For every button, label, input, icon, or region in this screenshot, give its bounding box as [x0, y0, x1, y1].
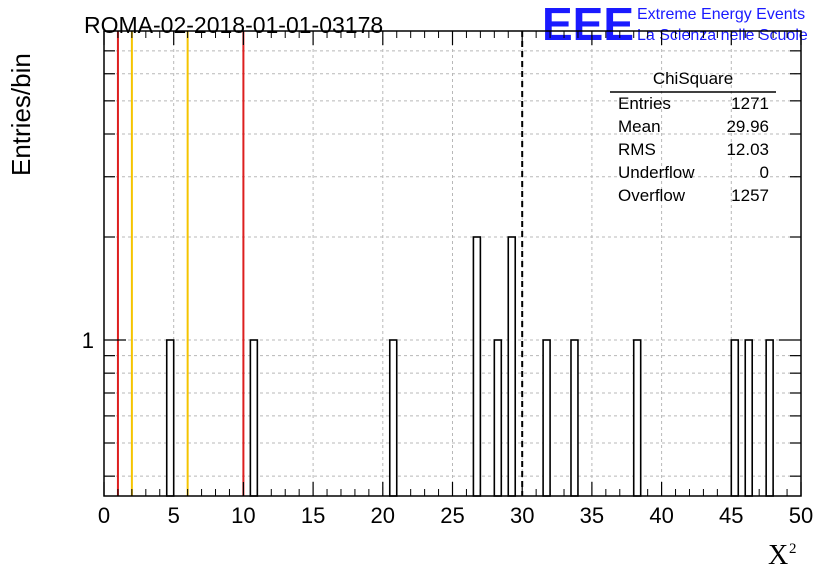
histogram-bar: [765, 339, 774, 497]
x-tick-label: 40: [649, 503, 673, 528]
stats-row-label: Underflow: [618, 163, 695, 182]
x-axis-label-superscript: 2: [789, 541, 797, 557]
axis-ticks: 0 5 10 15 20 25 30 35 40 45 50 1: [82, 30, 813, 528]
x-axis-label-main: X: [768, 540, 788, 571]
histogram-bars: [165, 236, 774, 497]
grid: [104, 31, 801, 496]
histogram-bar: [472, 236, 482, 497]
histogram-bar: [507, 236, 517, 497]
x-tick-label: 20: [371, 503, 395, 528]
x-tick-label: 5: [168, 503, 180, 528]
stats-row-label: Mean: [618, 117, 661, 136]
logo-line-2: La Scienza nelle Scuole: [637, 27, 808, 44]
stats-row-label: RMS: [618, 140, 656, 159]
histogram-bar: [249, 339, 259, 497]
x-tick-label: 35: [580, 503, 604, 528]
histogram-bar: [493, 339, 503, 497]
stats-row-label: Overflow: [618, 186, 686, 205]
logo-line-1: Extreme Energy Events: [637, 6, 805, 23]
threshold-lines: [116, 31, 524, 496]
x-tick-label: 10: [231, 503, 255, 528]
stats-row-value: 0: [760, 163, 769, 182]
histogram-bar: [542, 339, 551, 497]
stats-row-value: 12.03: [726, 140, 769, 159]
stats-row-value: 29.96: [726, 117, 769, 136]
histogram-bar: [570, 339, 579, 497]
y-tick-label: 1: [82, 328, 94, 353]
stats-row-label: Entries: [618, 94, 671, 113]
logo-text: EEE: [542, 0, 634, 50]
y-axis-label: Entries/bin: [6, 53, 36, 176]
stats-box: ChiSquare Entries 1271 Mean 29.96 RMS 12.03 Un…: [610, 69, 776, 205]
histogram-bar: [165, 339, 175, 497]
stats-row-value: 1257: [731, 186, 769, 205]
x-tick-label: 30: [510, 503, 534, 528]
histogram-bar: [388, 339, 398, 497]
x-tick-label: 0: [98, 503, 110, 528]
chart-title: ROMA-02-2018-01-01-03178: [84, 12, 383, 38]
x-tick-label: 15: [301, 503, 325, 528]
stats-row-value: 1271: [731, 94, 769, 113]
histogram-bar: [632, 339, 642, 497]
histogram-bar: [744, 339, 754, 497]
x-tick-label: 45: [719, 503, 743, 528]
x-axis-label: X 2: [768, 540, 797, 571]
x-tick-label: 50: [789, 503, 813, 528]
histogram-bar: [730, 339, 740, 497]
stats-title: ChiSquare: [653, 69, 733, 88]
x-tick-label: 25: [440, 503, 464, 528]
eee-logo: EEE Extreme Energy Events La Scienza nel…: [542, 0, 808, 50]
